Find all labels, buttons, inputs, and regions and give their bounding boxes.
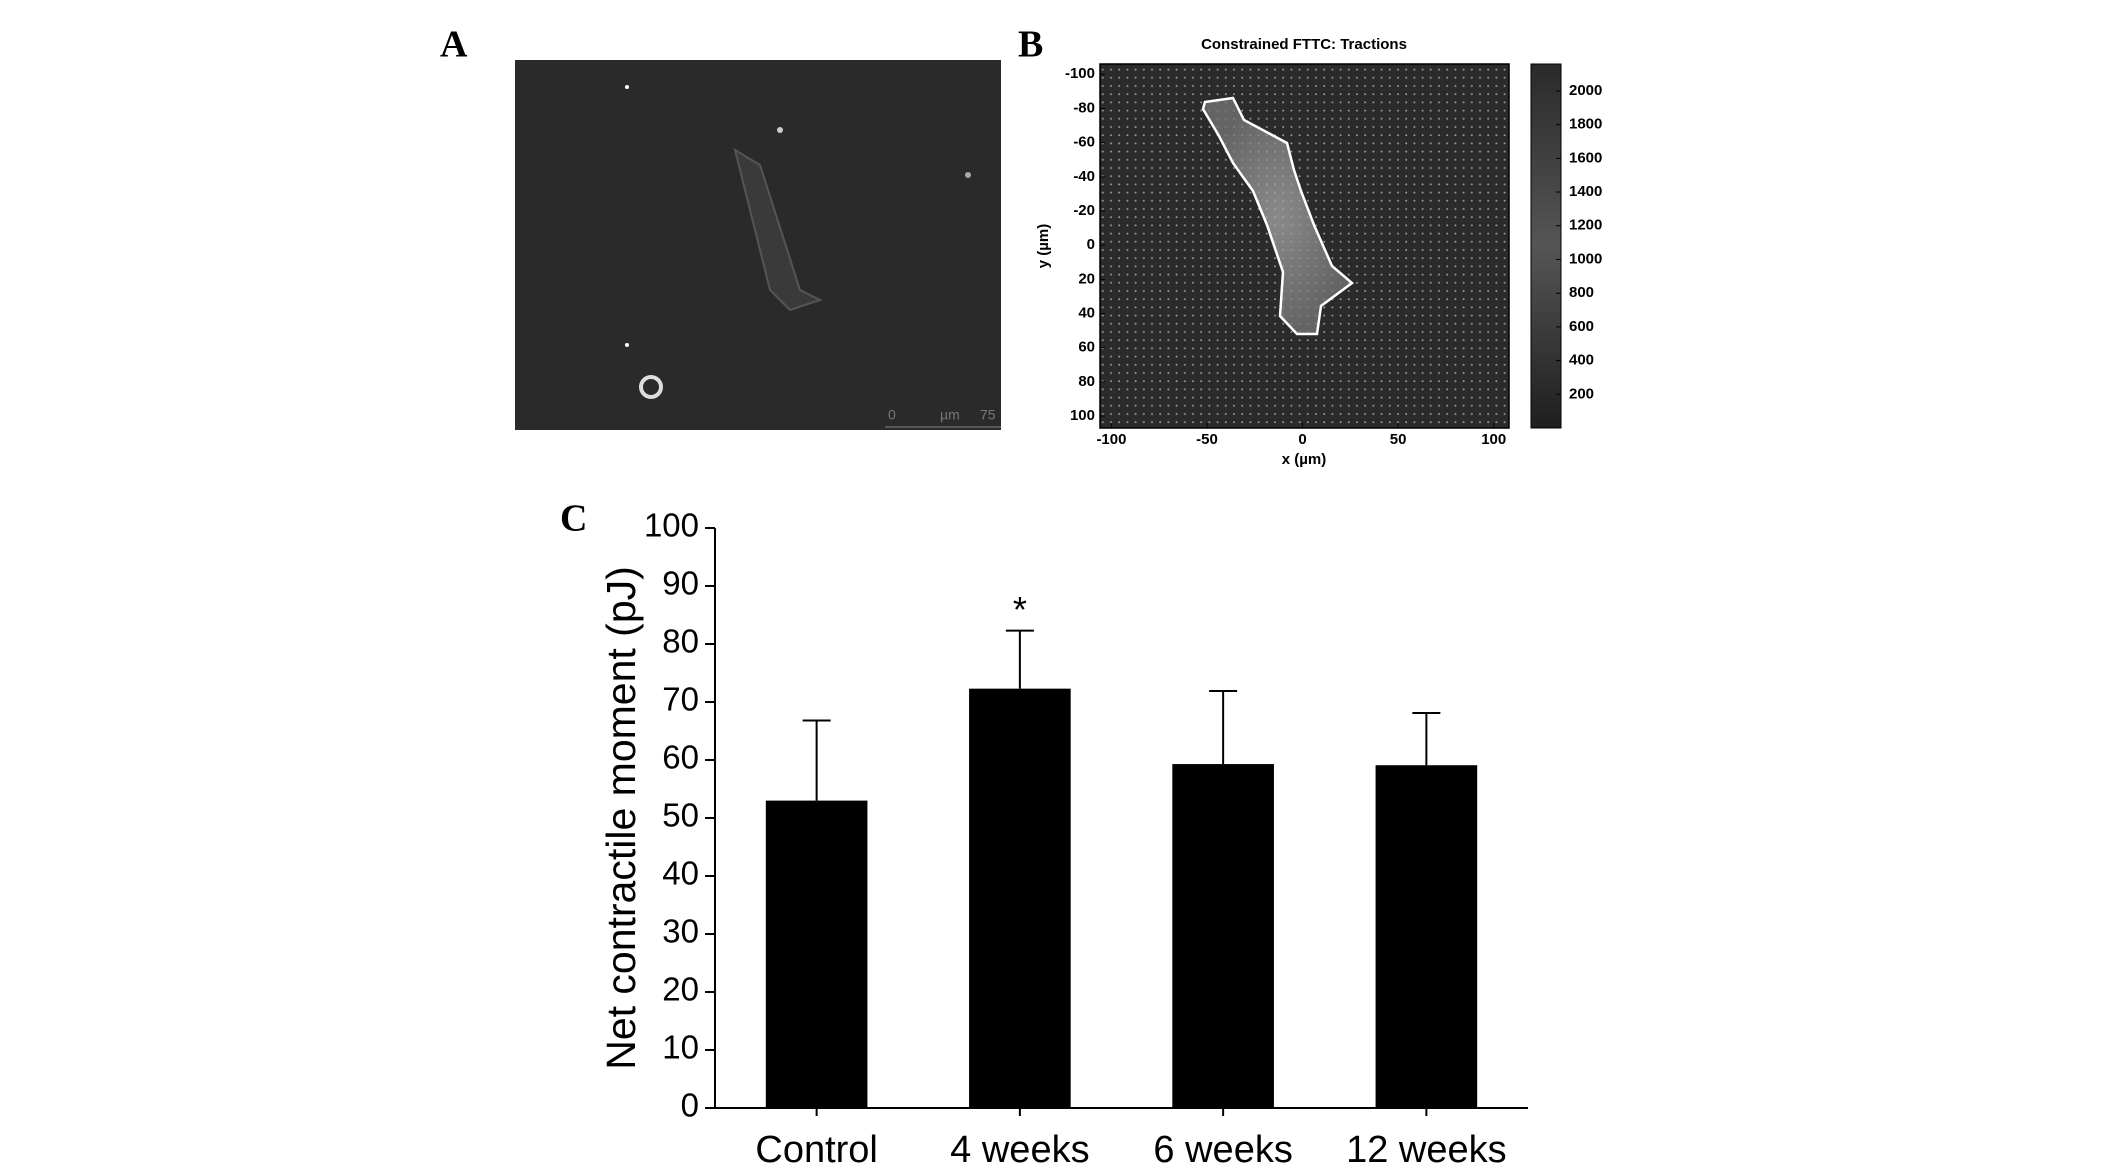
y-tick-label: 100 [1070,407,1095,424]
y-tick-label: 50 [662,797,699,834]
x-tick-label: -100 [1096,431,1126,448]
y-tick-label: 0 [681,1087,699,1124]
colorbar-tick-label: 1800 [1569,116,1602,133]
y-tick-label: 40 [662,855,699,892]
y-tick-label: -60 [1073,134,1095,151]
x-tick-label: 50 [1390,431,1407,448]
y-tick-label: 10 [662,1029,699,1066]
y-tick-label: 80 [1078,373,1095,390]
y-tick-label: -80 [1073,99,1095,116]
scale-text: 0 [888,407,896,423]
x-tick-label: 6 weeks [1153,1129,1292,1171]
y-axis-label: Net contractile moment (pJ) [598,566,644,1070]
y-tick-label: -100 [1065,65,1095,82]
y-tick-label: 0 [1087,236,1095,253]
y-tick-label: 60 [662,739,699,776]
y-tick-label: -40 [1073,168,1095,185]
y-tick-label: 90 [662,565,699,602]
x-tick-label: -50 [1196,431,1218,448]
scale-text: µm [940,407,960,423]
bar [1375,765,1478,1108]
bar [969,688,1071,1108]
scale-text: 75 [980,407,996,423]
significance-mark: * [1013,589,1027,630]
colorbar-tick-label: 600 [1569,318,1594,335]
colorbar-tick-label: 1000 [1569,250,1602,267]
colorbar-tick-label: 800 [1569,284,1594,301]
bar [1172,764,1274,1108]
panel-label: B [1018,24,1043,66]
y-axis-label: y (µm) [1035,224,1052,268]
bar [765,800,868,1108]
y-tick-label: -20 [1073,202,1095,219]
y-tick-label: 100 [644,507,699,544]
y-tick-label: 60 [1078,339,1095,356]
x-tick-label: 12 weeks [1346,1129,1507,1171]
chart-title: Constrained FTTC: Tractions [1201,36,1407,53]
panel-label: C [560,498,587,540]
x-tick-label: 100 [1481,431,1506,448]
y-tick-label: 20 [1078,270,1095,287]
x-tick-label: Control [755,1129,878,1171]
y-tick-label: 80 [662,623,699,660]
colorbar-tick-label: 400 [1569,352,1594,369]
colorbar-tick-label: 2000 [1569,82,1602,99]
colorbar-tick-label: 1600 [1569,149,1602,166]
heatmap [1099,63,1562,429]
y-tick-label: 40 [1078,304,1095,321]
x-tick-label: 0 [1298,431,1306,448]
y-tick-label: 20 [662,971,699,1008]
y-tick-label: 70 [662,681,699,718]
x-axis-label: x (µm) [1282,451,1326,468]
panel-label: A [440,24,468,66]
colorbar-tick-label: 1400 [1569,183,1602,200]
colorbar-tick-label: 200 [1569,385,1594,402]
colorbar-tick-label: 1200 [1569,217,1602,234]
x-tick-label: 4 weeks [950,1129,1089,1171]
micrograph: 0 µm 75 [515,60,1001,430]
y-tick-label: 30 [662,913,699,950]
